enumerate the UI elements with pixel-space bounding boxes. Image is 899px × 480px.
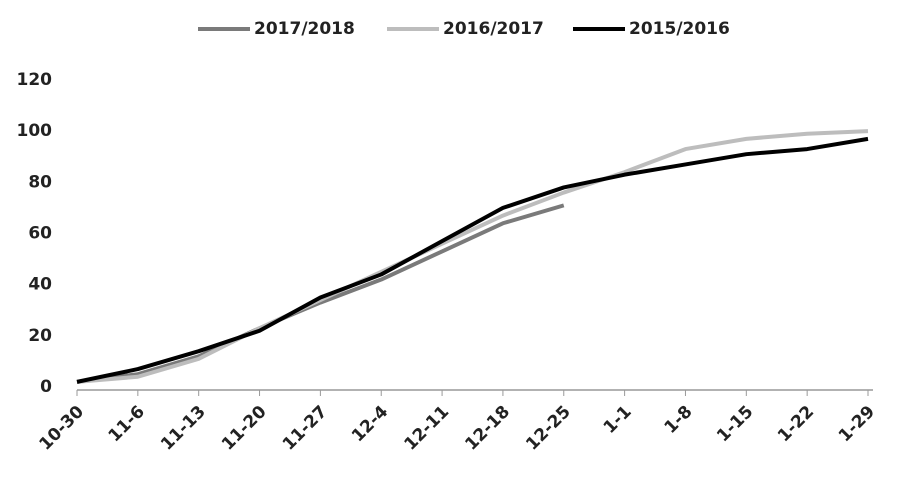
- y-tick-label: 0: [40, 377, 52, 397]
- x-tick-label: 12-4: [348, 402, 392, 446]
- x-tick-label: 11-6: [105, 402, 149, 446]
- x-tick-label: 12-25: [522, 402, 575, 455]
- x-tick-label: 11-27: [279, 402, 332, 455]
- x-tick-label: 11-13: [157, 402, 210, 455]
- x-tick-label: 11-20: [218, 402, 271, 455]
- series-line: [76, 136, 869, 384]
- y-tick-label: 40: [28, 275, 52, 295]
- x-tick-label: 10-30: [35, 402, 88, 455]
- y-tick-label: 20: [28, 326, 52, 346]
- y-tick-label: 60: [28, 224, 52, 244]
- series-line: [76, 203, 565, 384]
- y-tick-label: 120: [17, 70, 53, 90]
- x-tick-label: 12-11: [401, 402, 454, 455]
- legend-label: 2017/2018: [254, 19, 355, 39]
- legend-label: 2016/2017: [443, 19, 544, 39]
- x-tick-label: 1-29: [835, 402, 879, 446]
- y-tick-label: 100: [17, 121, 53, 141]
- x-tick-label: 1-1: [600, 402, 636, 438]
- x-tick-label: 1-8: [661, 402, 697, 438]
- y-tick-label: 80: [28, 172, 52, 192]
- x-tick-label: 12-18: [461, 402, 514, 455]
- legend-label: 2015/2016: [629, 19, 730, 39]
- x-tick-label: 1-15: [713, 402, 757, 446]
- x-tick-label: 1-22: [774, 402, 818, 446]
- series-line: [76, 129, 869, 384]
